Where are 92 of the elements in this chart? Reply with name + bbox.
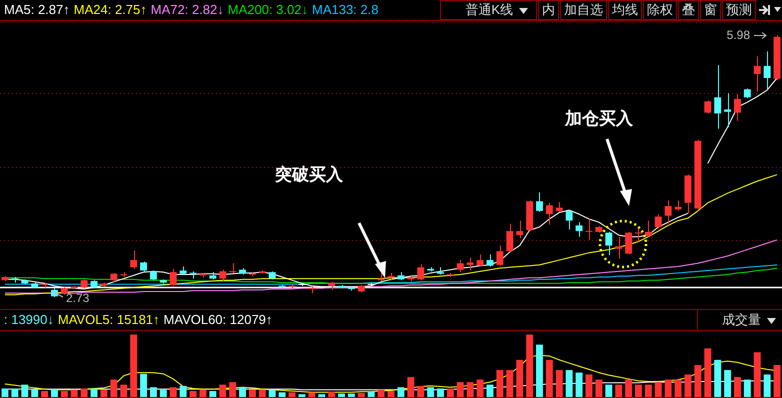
bar [526,334,534,398]
bar [556,370,563,398]
bar [694,364,702,398]
candlestick [328,281,336,290]
candlestick [100,282,108,288]
candlestick [724,92,732,128]
bar [31,389,38,398]
bar [644,384,652,398]
bar [764,374,771,398]
candlestick [595,226,602,234]
bar [407,377,414,398]
text: MA200: 3.02↓ [228,2,308,17]
bar [566,370,573,398]
bar [11,388,18,398]
bar [150,387,157,398]
bar [50,389,58,398]
bar [130,334,138,398]
text: 叠 [678,0,699,20]
bar [576,372,583,398]
bar [199,390,206,398]
bar [674,380,682,398]
text: 加自选 [560,0,607,20]
annotation: 2.73 [66,291,90,305]
annotation: 5.98 [726,28,750,42]
bar [258,390,266,398]
text: 窗 [700,0,721,20]
bar [100,390,108,398]
bar [160,390,167,398]
bar [506,370,514,398]
bar [496,370,504,398]
bar [397,387,404,398]
bar [586,374,592,398]
text: MA133: 2.8 [312,2,378,17]
text: 内 [538,0,559,20]
bar [625,380,632,398]
text: 均线 [608,0,642,20]
bar [684,374,692,398]
bar [239,387,246,398]
candlestick [180,266,187,276]
candlestick [80,278,88,289]
bar [754,352,761,398]
text: 除权 [643,0,677,20]
candlestick [615,236,622,259]
bar [536,344,543,398]
candlestick [160,278,167,284]
annotation: 加仓买入 [565,108,633,130]
bar [476,380,484,398]
text: MA24: 2.75↑ [74,2,147,17]
text: 成交量 [697,310,782,330]
text: : 13990↓ [4,312,54,327]
annotation: 突破买入 [275,164,343,186]
bar [456,382,464,398]
candlestick [130,250,138,270]
text: MA72: 2.82↓ [150,2,224,17]
bar [516,360,524,398]
candlestick [674,200,682,212]
bar [427,387,434,398]
bar [734,377,741,398]
bar [417,386,424,398]
text: MA5: 2.87↑ [4,2,70,17]
candlestick [239,268,246,276]
bar [635,384,642,398]
bar [486,384,494,398]
text: MAVOL60: 12079↑ [164,312,272,327]
bar [466,382,474,398]
text: 预测 [722,0,756,20]
bar [724,370,732,398]
bar [80,388,88,398]
candlestick [664,200,672,224]
text: MAVOL5: 15181↑ [58,312,160,327]
bar [90,388,98,398]
bar [714,360,722,398]
bar [140,374,147,398]
bar [704,348,712,398]
bar [1,388,8,398]
bar [446,388,454,398]
bar [180,386,187,398]
bar [615,384,622,398]
bar [248,390,256,398]
bar [229,382,236,398]
candlestick [437,266,444,276]
bar [110,380,118,398]
bar [595,380,602,398]
bar [378,390,385,398]
candlestick [70,285,78,290]
text: 普通K线 [440,0,537,20]
bar [744,380,751,398]
candlestick [466,257,474,272]
bar [664,380,672,398]
bar [437,388,444,398]
bar [774,364,781,398]
bar [546,360,553,398]
